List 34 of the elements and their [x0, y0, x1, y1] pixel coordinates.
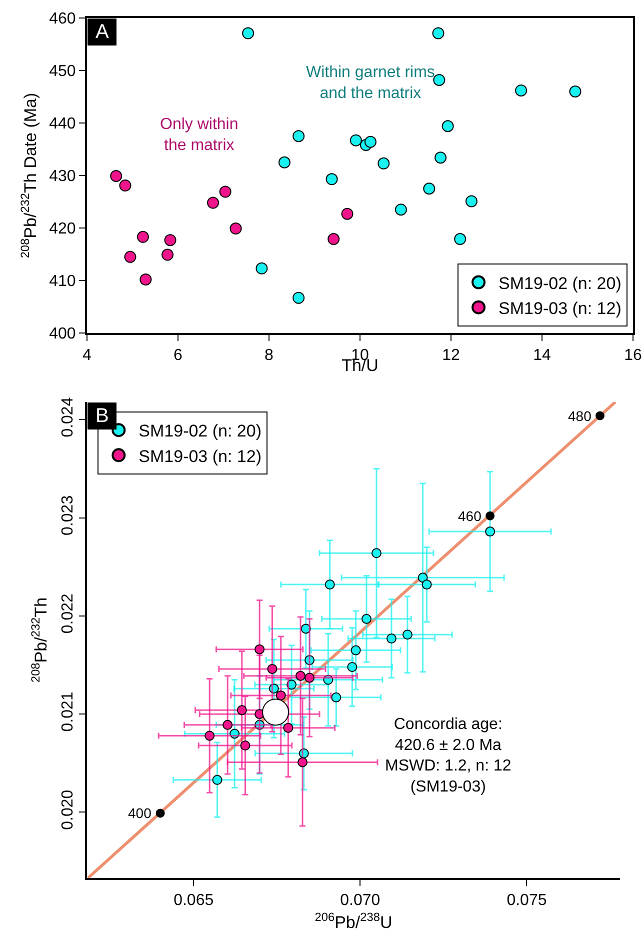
annotation: 400	[128, 805, 152, 821]
annotation: Only within the matrix	[160, 116, 238, 154]
y-tick-label: 0.020	[60, 790, 77, 830]
x-tick-label: 16	[624, 347, 642, 364]
y-tick-label: 0.024	[60, 397, 77, 438]
x-tick-label: 6	[174, 347, 183, 364]
y-tick-label: 440	[49, 116, 76, 133]
x-tick-label: 12	[442, 347, 460, 364]
y-tick-label: 460	[49, 10, 76, 28]
y-tick-label: 430	[49, 168, 76, 186]
legend-label: SM19-03 (n: 12)	[498, 298, 622, 318]
y-tick-label: 0.022	[60, 593, 77, 634]
x-tick-label: 0.070	[340, 892, 380, 910]
x-tick-label: 0.075	[506, 892, 547, 910]
legend-label: SM19-03 (n: 12)	[138, 446, 262, 466]
chart-title: A	[90, 21, 114, 43]
legend-label: SM19-02 (n: 20)	[498, 274, 622, 293]
y-tick-label: 0.021	[60, 692, 77, 732]
y-tick-label: 420	[49, 220, 76, 238]
x-tick-label: 0.065	[174, 892, 214, 910]
y-tick-label: 450	[49, 63, 76, 80]
annotation: 460	[458, 508, 482, 524]
x-tick-label: 14	[533, 347, 551, 364]
chart-title: B	[90, 405, 114, 427]
annotation: Within garnet rims and the matrix	[306, 64, 435, 102]
annotation: 480	[568, 408, 592, 424]
y-tick-label: 410	[49, 273, 76, 290]
x-tick-label: 8	[264, 347, 274, 364]
annotation: Concordia age: 420.6 ± 2.0 Ma MSWD: 1.2, n: 12 (SM19-03)	[385, 716, 512, 796]
y-tick-label: 0.023	[60, 495, 77, 536]
x-tick-label: 4	[82, 347, 92, 364]
y-tick-label: 400	[49, 326, 76, 343]
legend-label: SM19-02 (n: 20)	[138, 422, 262, 441]
x-axis-title: $^{206}$Pb/$^{238}$U	[314, 910, 392, 932]
